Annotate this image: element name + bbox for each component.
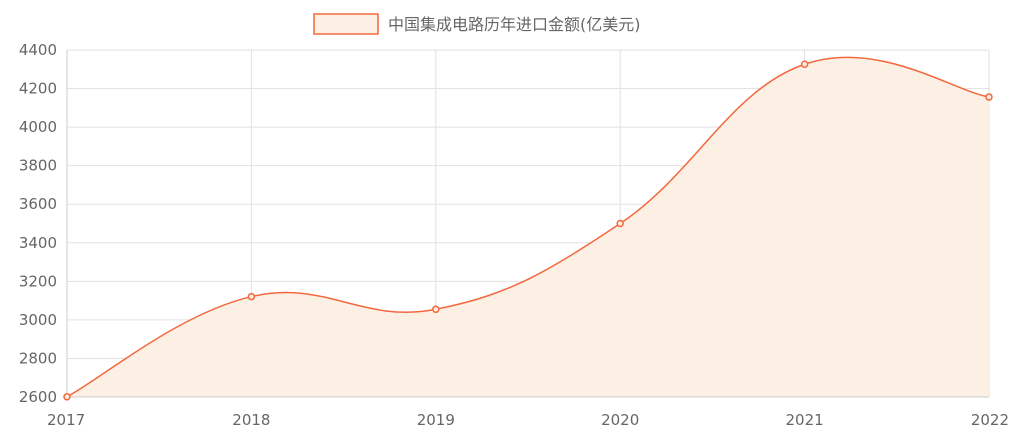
legend[interactable]: 中国集成电路历年进口金额(亿美元)	[313, 13, 641, 35]
y-tick-label: 4400	[19, 41, 57, 59]
x-tick-label: 2017	[47, 411, 85, 429]
x-tick-label: 2022	[971, 411, 1009, 429]
legend-swatch[interactable]	[313, 13, 379, 35]
y-tick-label: 3800	[19, 157, 57, 175]
y-tick-label: 4200	[19, 80, 57, 98]
legend-label[interactable]: 中国集成电路历年进口金额(亿美元)	[388, 15, 641, 34]
y-tick-label: 2600	[19, 388, 57, 406]
axes: 2600 2800 3000 3200 3400 3600 3800 4000 4200 4400…	[19, 41, 1009, 429]
y-tick-label: 4000	[19, 118, 57, 136]
y-tick-label: 3000	[19, 311, 57, 329]
data-points	[63, 60, 993, 401]
y-tick-label: 2800	[19, 349, 57, 367]
data-point[interactable]	[985, 93, 993, 101]
data-point[interactable]	[432, 305, 440, 314]
data-point[interactable]	[63, 393, 71, 401]
data-point[interactable]	[247, 292, 256, 301]
data-point[interactable]	[800, 60, 809, 69]
area-fill	[67, 57, 989, 397]
x-tick-label: 2021	[786, 411, 824, 429]
x-tick-label: 2018	[232, 411, 270, 429]
y-tick-label: 3200	[19, 272, 57, 290]
x-tick-label: 2020	[601, 411, 639, 429]
y-tick-label: 3600	[19, 195, 57, 213]
y-tick-label: 3400	[19, 234, 57, 252]
x-tick-label: 2019	[417, 411, 455, 429]
data-point[interactable]	[616, 219, 624, 228]
series-line	[66, 56, 990, 398]
